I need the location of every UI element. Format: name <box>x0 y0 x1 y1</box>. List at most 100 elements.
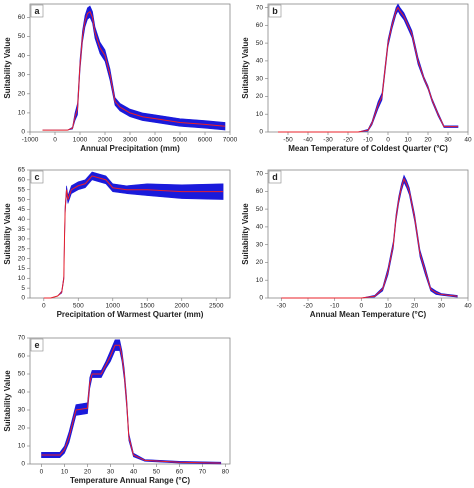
y-tick-label: 20 <box>256 259 264 266</box>
panel-label: d <box>272 172 278 182</box>
y-tick-label: 30 <box>18 236 26 243</box>
x-tick-label: -30 <box>277 303 287 310</box>
mean-line <box>41 344 221 464</box>
y-tick-label: 10 <box>18 275 26 282</box>
x-tick-label: 0 <box>42 303 46 310</box>
y-tick-label: 30 <box>18 71 26 78</box>
x-tick-label: 80 <box>222 469 230 476</box>
panel-label-box <box>30 338 44 352</box>
x-tick-label: 30 <box>107 469 115 476</box>
plot-frame <box>267 169 469 299</box>
y-axis-label: Suitability Value <box>3 203 12 265</box>
y-tick-label: 50 <box>18 33 26 40</box>
x-axis-label: Annual Mean Temperature (°C) <box>310 310 427 319</box>
y-tick-label: 25 <box>18 245 26 252</box>
y-tick-label: 20 <box>18 255 26 262</box>
x-axis-label: Temperature Annual Range (°C) <box>70 476 190 485</box>
x-tick-label: 2000 <box>98 137 113 144</box>
confidence-band <box>42 5 226 131</box>
y-tick-label: 0 <box>21 295 25 302</box>
panel-label: e <box>34 340 39 350</box>
y-tick-label: 20 <box>256 93 264 100</box>
y-tick-label: 45 <box>18 206 26 213</box>
y-tick-label: 70 <box>256 170 264 177</box>
panel: 0 10 20 30 40 50 60 70 0 10 20 30 40 50 60 70 80 Temperat… <box>3 335 231 485</box>
panel: 0 5 10 15 20 25 30 35 40 45 50 55 60 65 0 500 1000 1500 20… <box>3 167 231 319</box>
y-tick-label: 10 <box>18 110 26 117</box>
panel-label: c <box>34 172 39 182</box>
x-tick-label: 40 <box>464 137 472 144</box>
y-tick-label: 20 <box>18 425 26 432</box>
x-tick-label: 4000 <box>148 137 163 144</box>
x-tick-label: 40 <box>130 469 138 476</box>
y-tick-label: 0 <box>259 295 263 302</box>
panel-label: a <box>34 6 40 16</box>
x-tick-label: 2000 <box>174 303 189 310</box>
y-tick-label: 0 <box>21 461 25 468</box>
x-axis-label: Mean Temperature of Coldest Quarter (°C) <box>288 144 448 153</box>
x-tick-label: 50 <box>153 469 161 476</box>
y-tick-label: 15 <box>18 265 26 272</box>
x-tick-label: 1000 <box>106 303 121 310</box>
y-tick-label: 40 <box>18 216 26 223</box>
x-tick-label: 1000 <box>73 137 88 144</box>
y-tick-label: 40 <box>18 389 26 396</box>
y-axis-label: Suitability Value <box>3 370 12 432</box>
y-tick-label: 0 <box>21 129 25 136</box>
y-tick-label: 10 <box>256 277 264 284</box>
mean-line <box>281 177 458 299</box>
y-tick-label: 60 <box>18 353 26 360</box>
y-tick-label: 10 <box>256 111 264 118</box>
x-tick-label: 20 <box>84 469 92 476</box>
y-tick-label: 70 <box>18 335 26 342</box>
y-tick-label: 50 <box>18 371 26 378</box>
y-tick-label: 50 <box>18 196 26 203</box>
y-tick-label: 30 <box>256 241 264 248</box>
x-tick-label: -20 <box>303 303 313 310</box>
y-tick-label: 30 <box>256 75 264 82</box>
x-axis-label: Precipitation of Warmest Quarter (mm) <box>57 310 204 319</box>
x-tick-label: 3000 <box>123 137 138 144</box>
panel-label: b <box>272 6 278 16</box>
x-tick-label: -50 <box>283 137 293 144</box>
y-tick-label: 35 <box>18 226 26 233</box>
y-tick-label: 0 <box>259 129 263 136</box>
x-tick-label: -1000 <box>22 137 39 144</box>
x-tick-label: -40 <box>303 137 313 144</box>
y-tick-label: 50 <box>256 40 264 47</box>
plot-frame <box>29 169 231 299</box>
x-tick-label: 10 <box>384 303 392 310</box>
x-tick-label: -10 <box>330 303 340 310</box>
panel-label-box <box>30 170 44 184</box>
confidence-band <box>281 174 458 299</box>
x-tick-label: 0 <box>53 137 57 144</box>
x-tick-label: 0 <box>386 137 390 144</box>
panel: 0 10 20 30 40 50 60 70 -30 -20 -10 0 10 20 30 40 Annual … <box>241 169 472 319</box>
y-tick-label: 70 <box>256 4 264 11</box>
panel-label-box <box>30 4 44 18</box>
x-tick-label: 6000 <box>198 137 213 144</box>
y-tick-label: 40 <box>256 224 264 231</box>
mean-line <box>278 6 458 133</box>
y-axis-label: Suitability Value <box>241 37 250 99</box>
y-tick-label: 5 <box>21 285 25 292</box>
panel-label-box <box>268 170 282 184</box>
x-tick-label: 60 <box>176 469 184 476</box>
y-tick-label: 60 <box>256 188 264 195</box>
y-tick-label: 30 <box>18 407 26 414</box>
x-tick-label: 1500 <box>140 303 155 310</box>
x-tick-label: 0 <box>360 303 364 310</box>
x-tick-label: 10 <box>61 469 69 476</box>
mean-line <box>43 175 224 299</box>
x-tick-label: 30 <box>438 303 446 310</box>
x-tick-label: 7000 <box>223 137 238 144</box>
y-tick-label: 55 <box>18 186 26 193</box>
panel: 0 10 20 30 40 50 60 70 -50 -40 -30 -20 -10 0 10 20 30 40 M… <box>241 3 472 153</box>
x-tick-label: 30 <box>444 137 452 144</box>
y-tick-label: 20 <box>18 91 26 98</box>
x-tick-label: 40 <box>464 303 472 310</box>
x-tick-label: 2500 <box>209 303 224 310</box>
y-tick-label: 40 <box>256 58 264 65</box>
